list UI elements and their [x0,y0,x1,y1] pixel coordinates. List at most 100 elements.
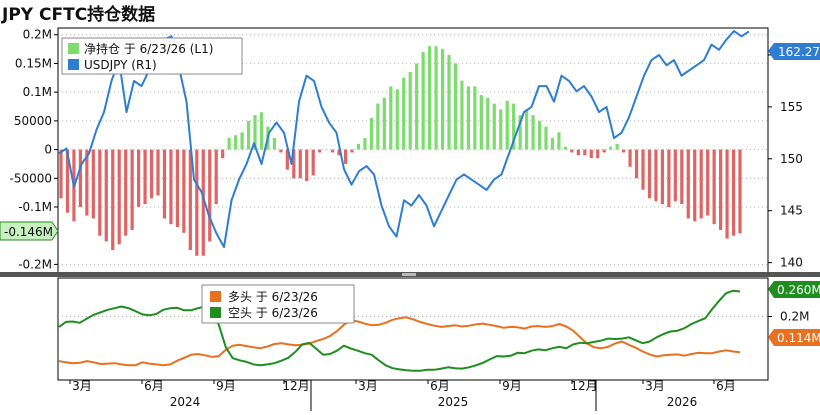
net-position-bar [195,149,199,256]
month-label: 3月 [358,379,378,393]
net-position-bar [227,138,231,150]
year-label: 2025 [438,395,469,409]
chart-title: JPY CFTC持仓数据 [1,4,155,25]
last-value-left-text: -0.146M [4,225,53,239]
left-axis-tick-label: 0.1M [23,85,52,99]
left-axis-tick-label: -0.1M [18,200,52,214]
month-label: 12月 [282,379,309,393]
net-position-bar [622,149,626,153]
net-position-bar [615,143,619,150]
net-position-bar [253,115,257,150]
bottom-legend: 多头 于 6/23/26 空头 于 6/23/26 [201,284,355,324]
net-position-bar [609,146,613,150]
net-position-bar [731,149,736,236]
net-position-bar [719,149,723,230]
panel-splitter-grip[interactable] [402,273,416,276]
net-position-bar [117,149,121,245]
right-axis-ticks: 140145150155160 [768,48,803,270]
month-label: 12月 [570,379,597,393]
month-label: 6月 [144,379,164,393]
right-axis-tick-label: 140 [780,256,803,270]
net-position-bar [725,149,729,239]
net-position-bar [473,86,477,150]
right-axis-tick-label: 155 [780,100,803,114]
last-value-long-badge [768,329,820,346]
net-position-bar [408,72,412,150]
net-position-bar [466,86,470,150]
last-value-left: -0.146M [0,221,59,241]
net-position-bar [318,149,322,153]
net-position-bar [91,149,95,219]
net-position-bar [460,80,464,150]
month-label: 6月 [716,379,736,393]
net-position-bar [389,86,393,150]
last-value-left-badge [0,221,59,241]
net-position-bar [512,103,516,150]
net-position-bar [563,146,567,150]
net-position-bar [221,149,225,159]
net-position-bar [259,112,264,150]
net-position-bar [369,117,373,150]
net-position-bar [499,109,503,150]
net-position-bar [214,149,218,205]
net-position-bar [447,54,451,150]
net-position-bar [531,115,535,150]
net-position-bar [246,120,251,150]
net-position-bar [712,149,716,225]
top-legend: 净持仓 于 6/23/26 (L1) USDJPY (R1) [61,37,243,75]
net-position-bar [589,149,593,159]
net-position-bar [550,138,555,150]
net-position-bar [421,51,425,150]
net-position-bar [156,149,160,196]
net-position-bar [350,149,354,153]
left-axis-tick-label: 0 [44,143,52,157]
net-position-bar [175,149,179,228]
net-position-bar [104,149,108,242]
short-legend-swatch [210,307,221,318]
net-position-bar [596,149,600,159]
month-label: 3月 [645,379,665,393]
net-position-bar [641,149,645,190]
month-label: 3月 [72,379,92,393]
last-value-short: 0.260M [768,281,820,298]
net-position-bar [525,109,529,150]
net-position-bar [298,149,302,179]
net-position-bar [234,135,238,150]
net-position-bar [415,63,419,150]
net-position-bar [130,149,134,230]
net-position-bar [492,103,496,150]
net-position-bar [738,149,742,234]
last-value-short-text: 0.260M [777,283,820,297]
net-position-bar [479,95,483,150]
year-label: 2026 [667,395,698,409]
net-position-bar [647,149,652,199]
net-position-bar [634,149,639,179]
net-position-bar [311,149,315,176]
left-axis-tick-label: -0.2M [18,257,52,271]
net-position-bar [169,149,173,225]
usdjpy-legend-swatch [68,59,79,70]
net-position-bar [706,149,710,216]
right-axis-tick-label: 145 [780,204,803,218]
net-position-bar [699,149,703,219]
last-value-right-badge [768,43,820,60]
net-position-bar [149,149,154,199]
net-position-bar [279,149,283,153]
net-position-bar [143,149,147,205]
net-position-bar [324,149,328,151]
net-position-bar [570,149,574,153]
usdjpy-legend-label: USDJPY (R1) [84,58,157,72]
net-position-bar [124,149,128,236]
net-position-bar [85,149,89,216]
net-position-bar [576,149,580,156]
left-axis-ticks: -0.2M -0.1M -50000 0 50000 0.1M 0.15M 0.2M [9,28,58,271]
net-position-bar [660,149,664,205]
net-position-legend-label: 净持仓 于 6/23/26 (L1) [84,41,213,56]
net-position-bar [285,149,289,170]
net-position-bar [343,149,348,164]
short-position-line [58,289,741,372]
right-axis-tick-label: 150 [780,152,803,166]
net-position-bar [402,77,406,150]
net-position-bar [98,149,102,236]
long-short-lines [58,289,768,372]
